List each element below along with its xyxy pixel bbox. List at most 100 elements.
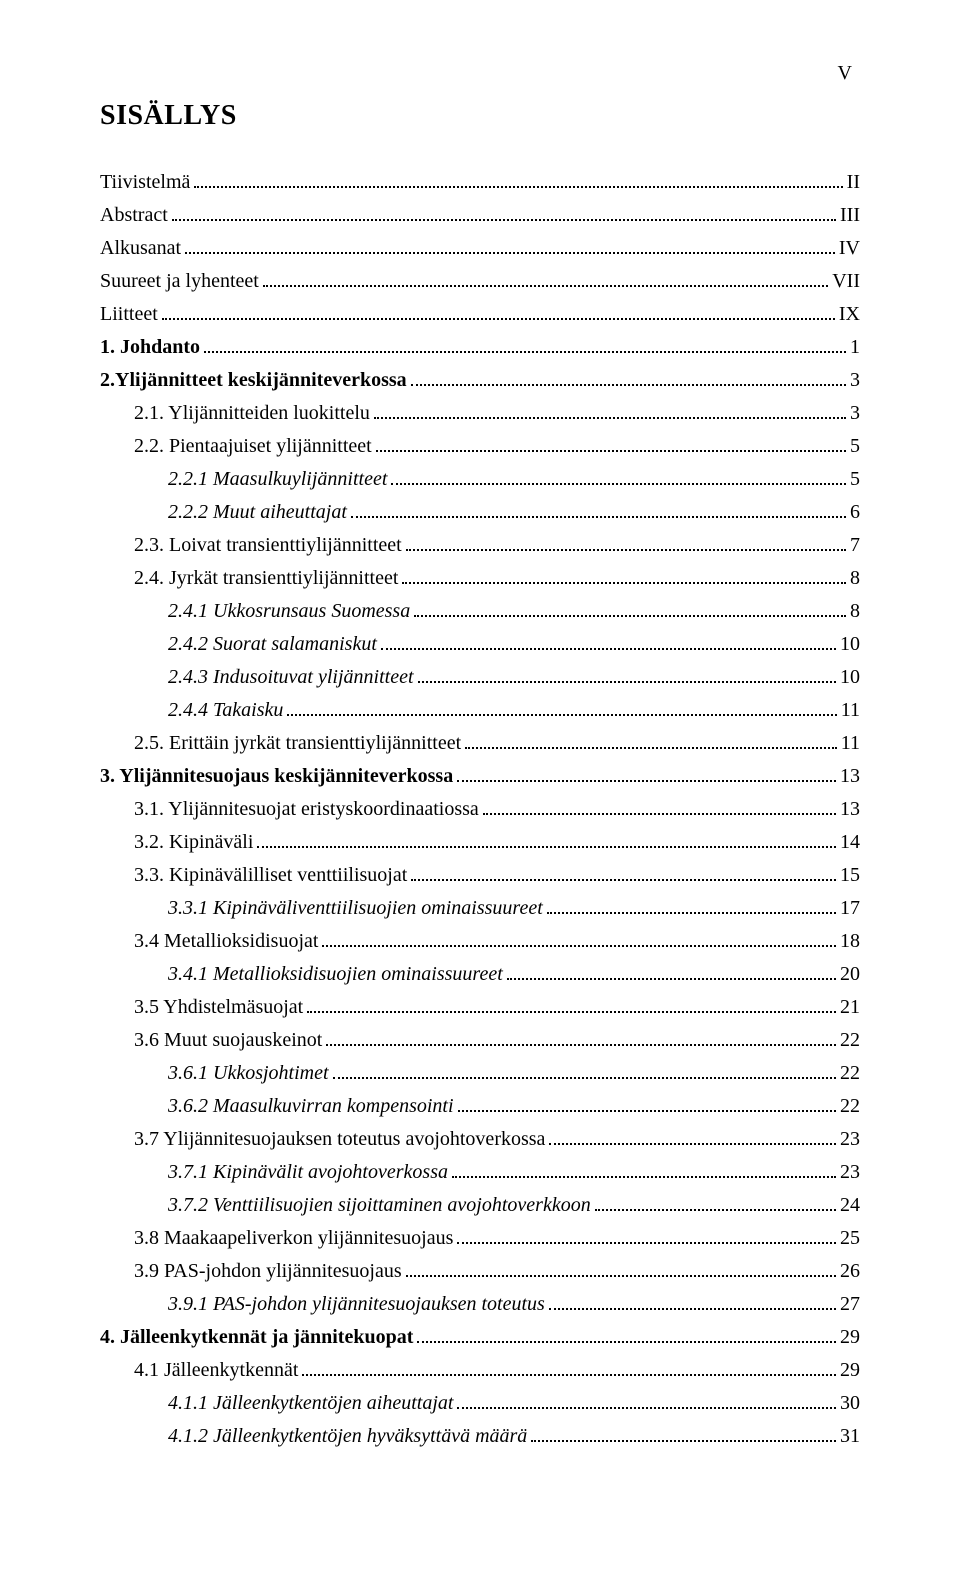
toc-entry-label: 2.1. Ylijännitteiden luokittelu [134,397,370,430]
toc-leader-dots [172,201,836,221]
toc-entry: Suureet ja lyhenteetVII [100,265,860,298]
toc-entry-page: 23 [840,1123,860,1156]
toc-entry-label: 3.3. Kipinävälilliset venttiilisuojat [134,859,407,892]
toc-entry-label: 3.9.1 PAS-johdon ylijännitesuojauksen to… [168,1288,545,1321]
toc-entry: 3.2. Kipinäväli 14 [100,826,860,859]
toc-entry-page: 11 [841,694,860,727]
toc-entry-label: 3.7.2 Venttiilisuojien sijoittaminen avo… [168,1189,591,1222]
toc-entry: 4.1.1 Jälleenkytkentöjen aiheuttajat30 [100,1387,860,1420]
toc-entry-label: 3.1. Ylijännitesuojat eristyskoordinaati… [134,793,479,826]
toc-entry-page: 23 [840,1156,860,1189]
toc-entry: 3.3. Kipinävälilliset venttiilisuojat15 [100,859,860,892]
toc-entry-page: 18 [840,925,860,958]
toc-entry: 3.7.2 Venttiilisuojien sijoittaminen avo… [100,1189,860,1222]
toc-leader-dots [549,1290,836,1310]
toc-entry: 2.4. Jyrkät transienttiylijännitteet8 [100,562,860,595]
toc-entry-page: 8 [850,562,860,595]
toc-entry-page: 25 [840,1222,860,1255]
toc-leader-dots [287,696,836,716]
toc-leader-dots [351,498,846,518]
toc-leader-dots [411,861,836,881]
toc-entry: 2.4.4 Takaisku 11 [100,694,860,727]
toc-leader-dots [402,564,846,584]
toc-entry-page: 29 [840,1321,860,1354]
toc-entry: 3.1. Ylijännitesuojat eristyskoordinaati… [100,793,860,826]
toc-entry-label: 3.2. Kipinäväli [134,826,253,859]
toc-entry-page: 3 [850,364,860,397]
toc-entry: 2.2.2 Muut aiheuttajat6 [100,496,860,529]
toc-entry-label: 2.4.3 Indusoituvat ylijännitteet [168,661,414,694]
toc-entry: 3.3.1 Kipinäväliventtiilisuojien ominais… [100,892,860,925]
toc-leader-dots [418,663,836,683]
toc-entry-page: 22 [840,1090,860,1123]
toc-entry-label: 4.1.1 Jälleenkytkentöjen aiheuttajat [168,1387,453,1420]
toc-leader-dots [406,1257,836,1277]
toc-entry: 2.3. Loivat transienttiylijännitteet7 [100,529,860,562]
toc-entry-label: 2.4.4 Takaisku [168,694,283,727]
toc-entry: 3.9.1 PAS-johdon ylijännitesuojauksen to… [100,1288,860,1321]
toc-entry-label: 2.2.1 Maasulkuylijännitteet [168,463,387,496]
toc-entry-label: 3.6.2 Maasulkuvirran kompensointi [168,1090,454,1123]
toc-entry-label: Alkusanat [100,232,181,265]
toc-entry-label: 4.1 Jälleenkytkennät [134,1354,298,1387]
toc-entry: 3.4 Metallioksidisuojat 18 [100,925,860,958]
toc-entry-page: 22 [840,1024,860,1057]
toc-entry-label: 3.5 Yhdistelmäsuojat [134,991,303,1024]
toc-entry: 3.6.2 Maasulkuvirran kompensointi 22 [100,1090,860,1123]
toc-entry: Abstract III [100,199,860,232]
toc-leader-dots [411,366,846,386]
toc-leader-dots [547,894,836,914]
toc-entry-page: 17 [840,892,860,925]
toc-entry-label: 3.9 PAS-johdon ylijännitesuojaus [134,1255,402,1288]
toc-entry-page: 10 [840,628,860,661]
toc-entry: AlkusanatIV [100,232,860,265]
toc-entry-label: 3.4 Metallioksidisuojat [134,925,318,958]
toc-entry-page: 31 [840,1420,860,1453]
toc-entry: 3.7 Ylijännitesuojauksen toteutus avojoh… [100,1123,860,1156]
toc-leader-dots [257,828,836,848]
toc-leader-dots [162,300,835,320]
toc-entry-page: 29 [840,1354,860,1387]
toc-entry-page: 14 [840,826,860,859]
toc-entry-page: 3 [850,397,860,430]
toc-leader-dots [333,1059,836,1079]
toc-entry-label: 3.6 Muut suojauskeinot [134,1024,322,1057]
toc-leader-dots [457,1389,836,1409]
toc-entry-label: 3.7 Ylijännitesuojauksen toteutus avojoh… [134,1123,545,1156]
toc-entry-label: Abstract [100,199,168,232]
toc-entry-page: III [840,199,860,232]
toc-entry-page: 26 [840,1255,860,1288]
toc-entry: TiivistelmäII [100,166,860,199]
toc-entry: 4.1 Jälleenkytkennät 29 [100,1354,860,1387]
toc-entry-page: 13 [840,793,860,826]
toc-entry: 1. Johdanto1 [100,331,860,364]
toc-leader-dots [417,1323,836,1343]
toc-leader-dots [414,597,846,617]
toc-leader-dots [531,1422,836,1442]
toc-entry: 3.4.1 Metallioksidisuojien ominaissuuree… [100,958,860,991]
toc-leader-dots [374,399,846,419]
toc-entry-label: 2.Ylijännitteet keskijänniteverkossa [100,364,407,397]
toc-entry-label: 2.4.1 Ukkosrunsaus Suomessa [168,595,410,628]
toc-entry: 3.7.1 Kipinävälit avojohtoverkossa23 [100,1156,860,1189]
toc-entry: 2.2. Pientaajuiset ylijännitteet5 [100,430,860,463]
toc-entry: 3.6 Muut suojauskeinot 22 [100,1024,860,1057]
toc-leader-dots [376,432,846,452]
toc-entry-page: 5 [850,430,860,463]
toc-leader-dots [326,1026,836,1046]
toc-entry-label: 4.1.2 Jälleenkytkentöjen hyväksyttävä mä… [168,1420,527,1453]
toc-entry: 2.4.2 Suorat salamaniskut10 [100,628,860,661]
toc-entry: 3. Ylijännitesuojaus keskijänniteverkoss… [100,760,860,793]
toc-leader-dots [595,1191,836,1211]
toc-entry: 3.5 Yhdistelmäsuojat21 [100,991,860,1024]
toc-entry-page: II [847,166,860,199]
toc-entry: 2.Ylijännitteet keskijänniteverkossa 3 [100,364,860,397]
toc-leader-dots [549,1125,836,1145]
toc-entry-label: 3.8 Maakaapeliverkon ylijännitesuojaus [134,1222,453,1255]
toc-leader-dots [457,762,836,782]
toc-leader-dots [465,729,837,749]
toc-entry-page: 11 [841,727,860,760]
toc-entry: 2.5. Erittäin jyrkät transienttiylijänni… [100,727,860,760]
toc-leader-dots [204,333,846,353]
toc-entry-label: 2.2.2 Muut aiheuttajat [168,496,347,529]
